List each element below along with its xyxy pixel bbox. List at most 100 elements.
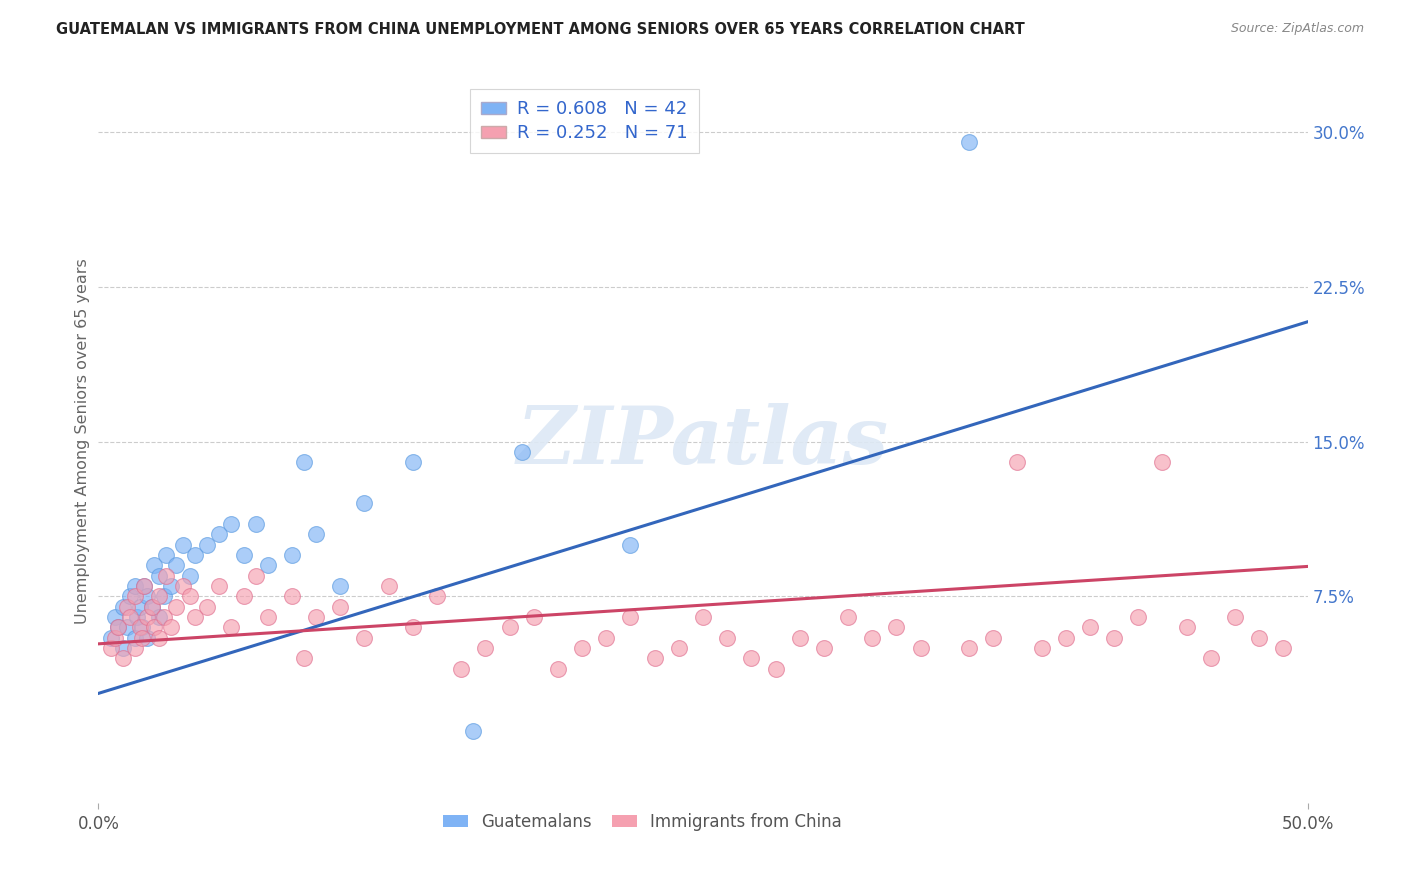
Point bbox=[498, 620, 520, 634]
Point bbox=[135, 590, 157, 604]
Legend: Guatemalans, Immigrants from China: Guatemalans, Immigrants from China bbox=[436, 806, 849, 838]
Point bbox=[281, 590, 304, 604]
Point bbox=[135, 631, 157, 645]
Text: GUATEMALAN VS IMMIGRANTS FROM CHINA UNEMPLOYMENT AMONG SENIORS OVER 65 YEARS COR: GUATEMALAN VS IMMIGRANTS FROM CHINA UNEM… bbox=[56, 22, 1025, 37]
Point bbox=[813, 640, 835, 655]
Point bbox=[111, 640, 134, 655]
Point bbox=[232, 548, 254, 562]
Point bbox=[305, 610, 328, 624]
Point bbox=[668, 640, 690, 655]
Point bbox=[148, 610, 170, 624]
Point bbox=[134, 579, 156, 593]
Point bbox=[148, 590, 170, 604]
Y-axis label: Unemployment Among Seniors over 65 years: Unemployment Among Seniors over 65 years bbox=[75, 259, 90, 624]
Point bbox=[221, 517, 243, 532]
Point bbox=[111, 599, 134, 614]
Point bbox=[134, 579, 156, 593]
Point bbox=[510, 445, 533, 459]
Point bbox=[124, 579, 146, 593]
Point bbox=[124, 631, 146, 645]
Point bbox=[155, 568, 177, 582]
Point bbox=[910, 640, 932, 655]
Point bbox=[128, 599, 150, 614]
Point bbox=[148, 631, 170, 645]
Point bbox=[1152, 455, 1174, 469]
Point bbox=[1249, 631, 1271, 645]
Point bbox=[184, 610, 207, 624]
Point bbox=[195, 538, 218, 552]
Point bbox=[377, 579, 399, 593]
Point bbox=[148, 568, 170, 582]
Point bbox=[981, 631, 1004, 645]
Point bbox=[165, 599, 187, 614]
Point bbox=[152, 610, 174, 624]
Point bbox=[184, 548, 207, 562]
Point bbox=[1199, 651, 1222, 665]
Point bbox=[117, 599, 139, 614]
Point bbox=[128, 620, 150, 634]
Point bbox=[957, 135, 980, 149]
Point bbox=[402, 620, 425, 634]
Point bbox=[104, 610, 127, 624]
Point bbox=[232, 590, 254, 604]
Point bbox=[860, 631, 883, 645]
Point bbox=[124, 640, 146, 655]
Point bbox=[118, 610, 141, 624]
Point bbox=[426, 590, 449, 604]
Point bbox=[571, 640, 593, 655]
Point bbox=[1223, 610, 1246, 624]
Point bbox=[131, 631, 153, 645]
Point bbox=[152, 590, 174, 604]
Point bbox=[104, 631, 127, 645]
Point bbox=[179, 568, 201, 582]
Point bbox=[135, 610, 157, 624]
Point bbox=[765, 662, 787, 676]
Point bbox=[160, 579, 183, 593]
Point bbox=[143, 620, 166, 634]
Point bbox=[245, 517, 267, 532]
Point bbox=[957, 640, 980, 655]
Point bbox=[208, 527, 231, 541]
Point bbox=[100, 640, 122, 655]
Point bbox=[131, 620, 153, 634]
Point bbox=[155, 548, 177, 562]
Point bbox=[886, 620, 908, 634]
Point bbox=[644, 651, 666, 665]
Point bbox=[245, 568, 267, 582]
Point bbox=[523, 610, 546, 624]
Point bbox=[143, 558, 166, 573]
Point bbox=[305, 527, 328, 541]
Point bbox=[1054, 631, 1077, 645]
Point bbox=[256, 610, 278, 624]
Point bbox=[107, 620, 129, 634]
Point bbox=[1078, 620, 1101, 634]
Point bbox=[547, 662, 569, 676]
Point bbox=[256, 558, 278, 573]
Point bbox=[450, 662, 472, 676]
Point bbox=[692, 610, 714, 624]
Point bbox=[619, 610, 641, 624]
Point bbox=[292, 651, 315, 665]
Point bbox=[1007, 455, 1029, 469]
Point bbox=[117, 620, 139, 634]
Point bbox=[221, 620, 243, 634]
Point bbox=[789, 631, 811, 645]
Point bbox=[160, 620, 183, 634]
Point bbox=[124, 590, 146, 604]
Point bbox=[1128, 610, 1150, 624]
Point bbox=[208, 579, 231, 593]
Point bbox=[329, 599, 352, 614]
Point bbox=[1031, 640, 1053, 655]
Point bbox=[353, 631, 375, 645]
Text: Source: ZipAtlas.com: Source: ZipAtlas.com bbox=[1230, 22, 1364, 36]
Point bbox=[127, 610, 149, 624]
Point bbox=[118, 590, 141, 604]
Point bbox=[165, 558, 187, 573]
Point bbox=[716, 631, 738, 645]
Point bbox=[402, 455, 425, 469]
Point bbox=[353, 496, 375, 510]
Point bbox=[740, 651, 762, 665]
Point bbox=[281, 548, 304, 562]
Point bbox=[141, 599, 163, 614]
Text: ZIPatlas: ZIPatlas bbox=[517, 403, 889, 480]
